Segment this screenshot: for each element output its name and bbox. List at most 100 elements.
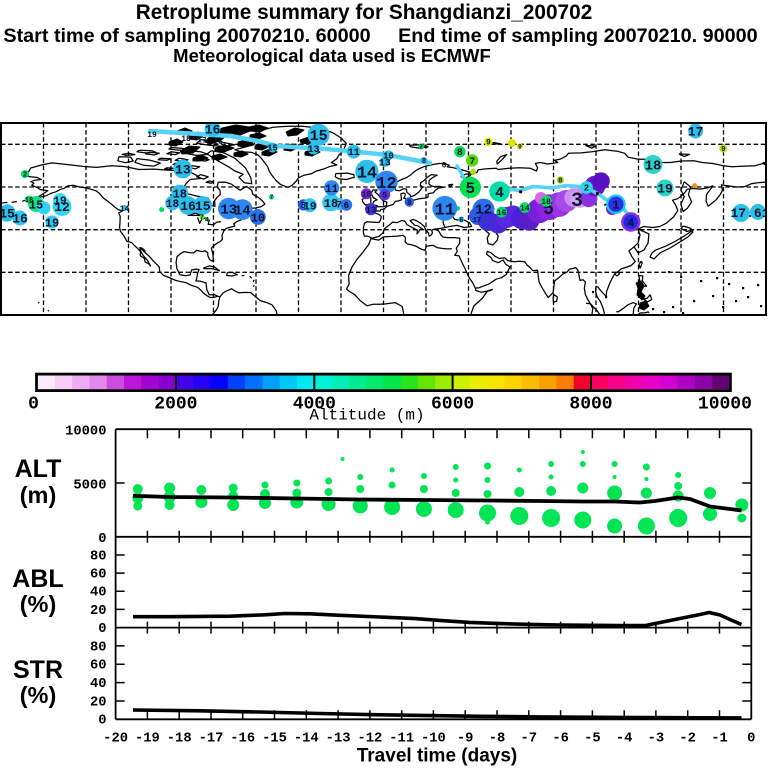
svg-text:-11: -11: [389, 732, 414, 747]
svg-text:-2: -2: [679, 732, 696, 747]
svg-text:13: 13: [175, 163, 191, 178]
svg-text:20: 20: [90, 695, 107, 710]
svg-text:12: 12: [376, 175, 396, 194]
svg-text:2: 2: [419, 144, 423, 151]
svg-text:(%): (%): [20, 682, 57, 708]
svg-text:-1: -1: [711, 732, 728, 747]
svg-text:9: 9: [486, 139, 491, 148]
svg-text:12: 12: [54, 200, 70, 215]
svg-text:5000: 5000: [73, 479, 106, 494]
svg-text:19: 19: [53, 196, 66, 208]
svg-text:8: 8: [407, 199, 412, 208]
svg-text:17: 17: [197, 137, 207, 146]
svg-text:6000: 6000: [431, 395, 474, 415]
svg-text:18: 18: [25, 197, 33, 205]
svg-text:80: 80: [90, 640, 107, 655]
svg-text:80: 80: [90, 549, 107, 564]
svg-text:6: 6: [442, 162, 447, 171]
svg-text:40: 40: [90, 677, 107, 692]
svg-text:18: 18: [645, 159, 662, 175]
svg-text:4: 4: [495, 185, 504, 202]
svg-text:6: 6: [459, 217, 463, 225]
svg-text:18: 18: [362, 191, 372, 200]
svg-text:18: 18: [324, 197, 338, 211]
svg-text:16: 16: [180, 199, 196, 214]
svg-text:2: 2: [23, 172, 27, 180]
svg-text:-14: -14: [294, 732, 319, 747]
svg-text:Travel time (days): Travel time (days): [357, 746, 518, 767]
svg-text:Retroplume summary for Shangdi: Retroplume summary for Shangdianzi_20070…: [136, 1, 593, 24]
svg-text:-20: -20: [103, 732, 128, 747]
svg-text:-5: -5: [584, 732, 601, 747]
svg-text:16: 16: [205, 123, 221, 138]
svg-text:13: 13: [366, 205, 377, 215]
svg-text:-8: -8: [489, 732, 506, 747]
svg-text:10000: 10000: [65, 424, 106, 439]
svg-text:1: 1: [612, 199, 619, 213]
svg-text:12: 12: [475, 203, 492, 219]
svg-text:14: 14: [520, 205, 530, 214]
svg-text:5: 5: [543, 200, 554, 220]
svg-text:19: 19: [45, 216, 59, 230]
svg-text:-15: -15: [262, 732, 287, 747]
svg-text:10: 10: [251, 211, 265, 225]
svg-text:10000: 10000: [698, 395, 752, 415]
svg-text:-19: -19: [135, 732, 160, 747]
svg-text:11: 11: [325, 184, 339, 196]
svg-text:19: 19: [147, 131, 157, 140]
svg-text:-6: -6: [552, 732, 569, 747]
svg-text:15: 15: [0, 207, 15, 222]
svg-text:4000: 4000: [293, 395, 336, 415]
svg-text:16: 16: [497, 209, 507, 218]
svg-text:STR: STR: [13, 656, 63, 684]
svg-text:11: 11: [435, 201, 455, 220]
svg-text:60: 60: [90, 568, 107, 583]
svg-text:16: 16: [12, 212, 28, 227]
svg-text:8: 8: [558, 178, 562, 186]
svg-text:8: 8: [457, 148, 463, 159]
svg-text:4: 4: [205, 217, 209, 224]
svg-text:6: 6: [344, 201, 349, 211]
svg-text:ABL: ABL: [12, 565, 63, 593]
svg-text:60: 60: [90, 659, 107, 674]
svg-text:5: 5: [465, 180, 475, 198]
svg-text:10: 10: [383, 151, 394, 161]
svg-text:9: 9: [518, 143, 522, 150]
svg-text:13: 13: [307, 145, 319, 156]
svg-text:18: 18: [166, 199, 180, 211]
svg-text:0: 0: [747, 732, 755, 747]
svg-text:19: 19: [657, 182, 673, 197]
svg-text:Start time of sampling 2007021: Start time of sampling 20070210. 60000 E…: [3, 25, 757, 47]
svg-text:5: 5: [301, 201, 306, 211]
svg-text:2: 2: [584, 184, 589, 194]
svg-text:(m): (m): [20, 482, 57, 508]
svg-text:0: 0: [98, 622, 106, 637]
svg-text:0: 0: [98, 532, 106, 547]
svg-text:17: 17: [473, 217, 481, 225]
svg-text:0: 0: [28, 395, 39, 415]
svg-text:8: 8: [422, 158, 426, 166]
svg-text:5: 5: [382, 192, 387, 201]
svg-text:13: 13: [379, 158, 391, 169]
svg-text:7: 7: [270, 194, 274, 201]
svg-text:Meteorological data used is EC: Meteorological data used is ECMWF: [173, 45, 491, 66]
svg-text:15: 15: [195, 199, 211, 214]
svg-text:15: 15: [310, 128, 328, 145]
svg-text:-17: -17: [199, 732, 224, 747]
svg-text:-3: -3: [648, 732, 665, 747]
svg-text:17.61: 17.61: [730, 206, 768, 221]
svg-text:18: 18: [541, 198, 551, 207]
svg-text:15: 15: [29, 198, 43, 212]
svg-text:9: 9: [721, 146, 725, 154]
svg-text:7: 7: [469, 157, 475, 168]
svg-text:-7: -7: [521, 732, 538, 747]
svg-text:14: 14: [234, 204, 251, 220]
svg-text:ALT: ALT: [15, 455, 62, 483]
svg-text:-13: -13: [326, 732, 351, 747]
svg-text:19: 19: [303, 201, 316, 213]
svg-text:4: 4: [627, 216, 634, 230]
svg-text:15: 15: [267, 144, 278, 154]
svg-text:14: 14: [120, 205, 130, 214]
svg-text:-16: -16: [230, 732, 255, 747]
svg-text:Altitude (m): Altitude (m): [309, 407, 424, 425]
